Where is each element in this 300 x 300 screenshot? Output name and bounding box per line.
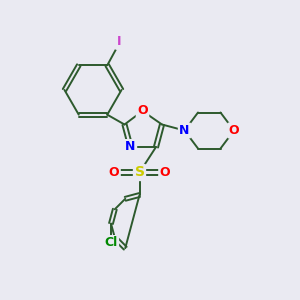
Text: N: N [179,124,190,137]
Text: O: O [109,166,119,179]
Text: I: I [116,35,121,48]
Text: O: O [137,104,148,118]
Text: S: S [134,166,145,179]
Text: Cl: Cl [104,236,118,250]
Text: N: N [125,140,136,154]
Text: O: O [160,166,170,179]
Text: O: O [229,124,239,137]
